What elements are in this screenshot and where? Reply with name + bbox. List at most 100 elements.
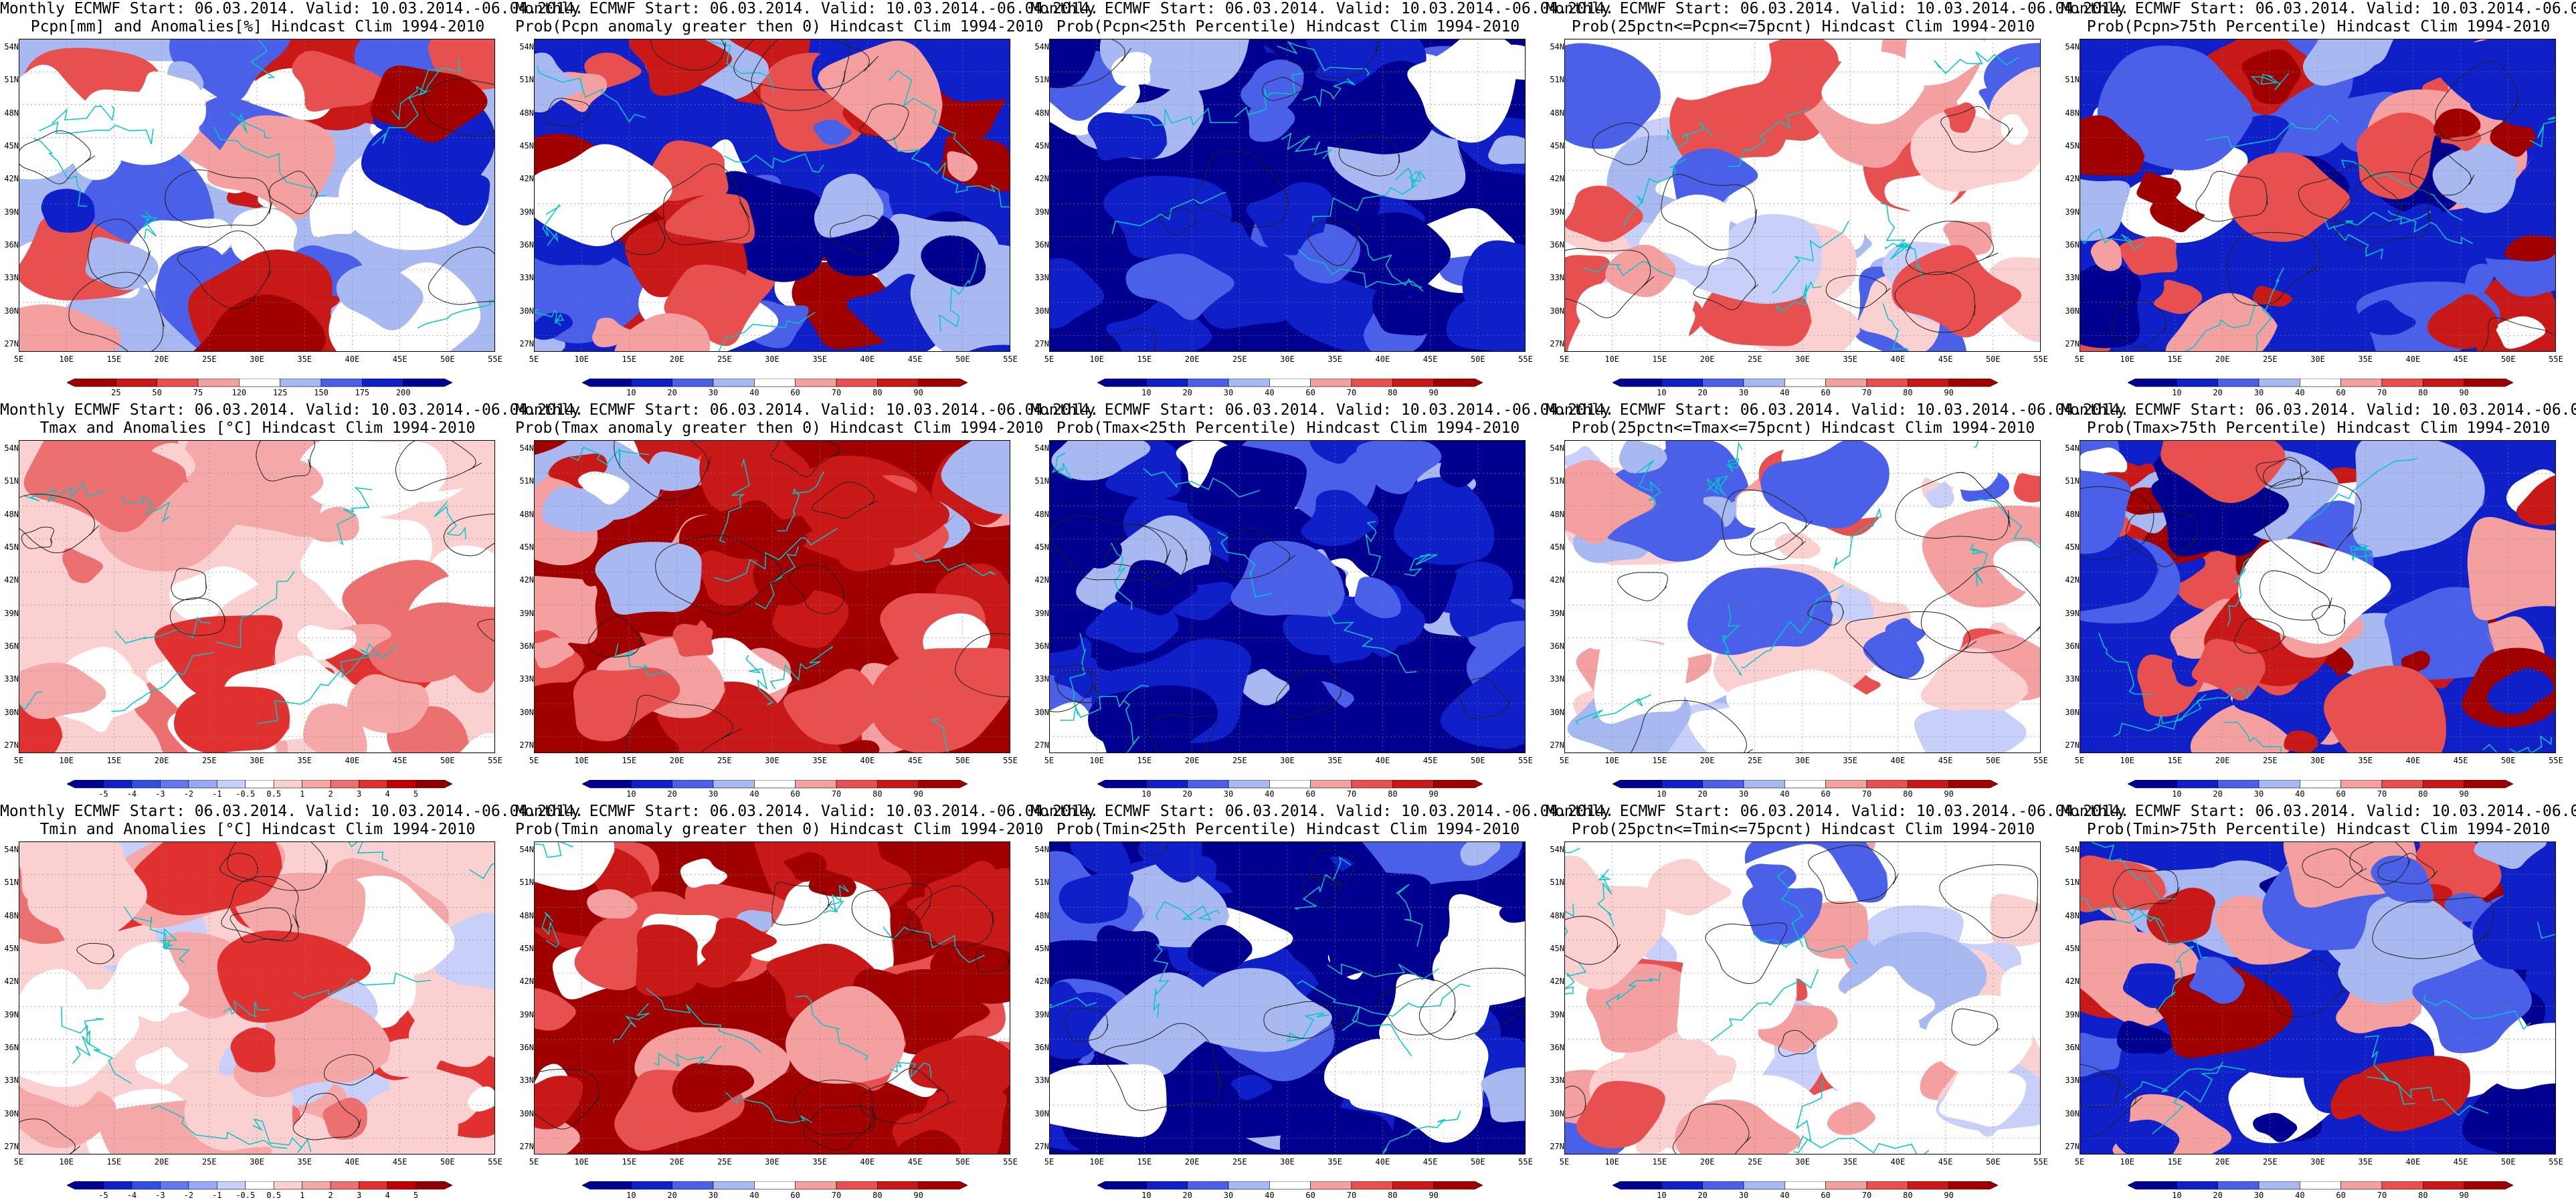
latitude-label: 36N [2065, 641, 2080, 651]
colorbar-label: 20 [1697, 1191, 1708, 1200]
coastline [1752, 932, 1858, 965]
colorbar-swatch [2217, 1181, 2260, 1190]
latitude-label: 42N [519, 575, 534, 585]
field-shade [921, 235, 987, 287]
contour-line [626, 694, 743, 753]
colorbar-label: 70 [2377, 388, 2387, 397]
field-shade [534, 576, 600, 644]
latitude-label: 42N [1034, 977, 1049, 987]
coastline [1833, 507, 1882, 569]
forecast-map [1049, 841, 1526, 1155]
contour-line [1302, 876, 1343, 903]
latitude-label: 30N [2065, 1108, 2080, 1118]
panel-title-line1: Monthly ECMWF Start: 06.03.2014. Valid: … [1030, 0, 1615, 17]
panel-title-line1: Monthly ECMWF Start: 06.03.2014. Valid: … [2061, 401, 2576, 419]
colorbar-label: 75 [193, 388, 203, 397]
field-shade [1499, 892, 1526, 923]
colorbar-swatch [1228, 379, 1270, 387]
forecast-map-panel: Monthly ECMWF Start: 06.03.2014. Valid: … [2061, 401, 2576, 803]
longitude-label: 40E [860, 1157, 875, 1167]
coastline [1726, 441, 1743, 473]
colorbar-swatch [713, 379, 755, 387]
field-shade [1564, 876, 1667, 990]
longitude-label: 15E [622, 355, 637, 364]
latitude-label: 36N [1550, 1043, 1564, 1052]
longitude-label: 50E [1470, 1157, 1485, 1167]
field-shade [292, 50, 390, 112]
latitude-label: 51N [1034, 878, 1049, 888]
longitude-label: 15E [2167, 756, 2183, 765]
colorbar-swatch [416, 1181, 452, 1190]
coastline [939, 252, 980, 332]
contour-line [1135, 841, 1170, 856]
latitude-label: 36N [4, 240, 19, 249]
longitude-label: 35E [1843, 1157, 1858, 1167]
forecast-map-panel: Monthly ECMWF Start: 06.03.2014. Valid: … [0, 803, 583, 1204]
colorbar-swatch [795, 780, 837, 789]
colorbar-label: 2 [328, 789, 333, 799]
colorbar-label: 10 [1141, 1191, 1152, 1200]
field-shade [1407, 39, 1520, 143]
latitude-label: 39N [4, 1009, 19, 1019]
coastline [1776, 280, 1822, 314]
colorbar-swatch [1310, 780, 1352, 789]
colorbar-swatch [245, 780, 274, 789]
latitude-label: 33N [1034, 273, 1049, 283]
longitude-label: 25E [717, 355, 732, 364]
forecast-map [19, 841, 495, 1155]
longitude-label: 15E [1652, 756, 1667, 765]
colorbar-label: 60 [1821, 789, 1831, 799]
latitude-label: 30N [1034, 1108, 1049, 1118]
colorbar-label: 70 [1861, 789, 1872, 799]
colorbar-swatch [1351, 379, 1393, 387]
colorbar-label: 20 [1182, 1191, 1192, 1200]
contour-line [19, 494, 100, 554]
contour-line [1721, 489, 1813, 556]
contour-line [19, 130, 96, 185]
panel-title-line2: Prob(Pcpn>75th Percentile) Hindcast Clim… [2086, 18, 2551, 35]
panel-title: Monthly ECMWF Start: 06.03.2014. Valid: … [2061, 401, 2576, 437]
colorbar-swatch [403, 379, 452, 387]
forecast-map [2080, 440, 2556, 753]
colorbar-swatch [2381, 780, 2423, 789]
colorbar-label: 10 [2172, 1191, 2182, 1200]
colorbar-label: 20 [1182, 388, 1192, 397]
coastline [1111, 542, 1133, 610]
coastline [337, 487, 373, 545]
longitude-label: 5E [13, 756, 24, 765]
longitude-label: 25E [1232, 756, 1247, 765]
colorbar-swatch [1433, 1181, 1483, 1190]
longitude-label: 20E [154, 756, 169, 765]
coastline [417, 299, 495, 329]
colorbar-swatch [1351, 1181, 1393, 1190]
colorbar-swatch [416, 780, 452, 789]
field-shade [2381, 203, 2443, 247]
longitude-label: 55E [1518, 355, 1533, 364]
colorbar-label: -4 [126, 789, 137, 799]
longitude-label: 55E [1003, 355, 1018, 364]
field-shade [699, 440, 814, 516]
field-shade [814, 173, 886, 238]
contour-line [1263, 1001, 1350, 1039]
longitude-label: 25E [1747, 355, 1762, 364]
contour-line [422, 78, 495, 138]
latitude-label: 54N [4, 42, 19, 52]
forecast-map [19, 440, 495, 753]
coastline [1722, 603, 1742, 676]
contour-line [2234, 618, 2286, 654]
latitude-label: 45N [1034, 944, 1049, 953]
colorbar-swatch [1661, 1181, 1703, 1190]
latitude-label: 30N [1034, 306, 1049, 316]
longitude-label: 10E [574, 756, 589, 765]
longitude-label: 30E [250, 355, 264, 364]
longitude-label: 30E [2310, 756, 2325, 765]
coastline [341, 643, 397, 678]
latitude-label: 27N [1550, 339, 1564, 348]
longitude-label: 35E [1843, 355, 1858, 364]
latitude-label: 45N [1550, 944, 1564, 953]
latitude-label: 36N [1550, 240, 1564, 249]
colorbar-swatch [631, 780, 672, 789]
panel-title-line2: Prob(Tmax anomaly greater then 0) Hindca… [515, 419, 1044, 437]
coastline [1327, 609, 1417, 674]
field-shade [92, 942, 193, 1022]
